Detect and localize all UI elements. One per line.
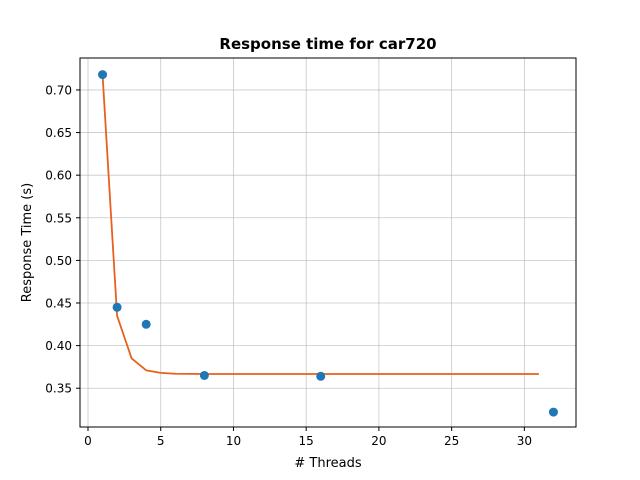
x-tick-label: 15 [299,434,314,448]
y-tick-label: 0.65 [45,126,72,140]
x-tick-label: 10 [226,434,241,448]
x-tick-label: 20 [371,434,386,448]
x-tick-label: 30 [517,434,532,448]
y-tick-label: 0.40 [45,339,72,353]
scatter-point [316,371,326,381]
chart-title: Response time for car720 [219,35,436,53]
x-tick-label: 5 [157,434,165,448]
y-tick-label: 0.55 [45,211,72,225]
y-axis-ticks: 0.35 0.40 0.45 0.50 0.55 0.60 0.65 0.70 [45,83,80,396]
x-tick-label: 25 [444,434,459,448]
y-tick-label: 0.35 [45,382,72,396]
plot-frame [79,57,577,428]
grid-lines [80,58,576,427]
scatter-series [98,70,558,417]
x-tick-label: 0 [84,434,92,448]
scatter-point [141,319,151,329]
scatter-point [98,70,108,80]
x-axis-label: # Threads [294,456,361,471]
scatter-point [548,407,558,417]
y-tick-label: 0.45 [45,297,72,311]
y-tick-label: 0.50 [45,254,72,268]
x-axis-ticks: 0 5 10 15 20 25 30 [84,427,532,448]
scatter-point [199,370,209,380]
scatter-point [112,302,122,312]
y-tick-label: 0.70 [45,83,72,97]
y-tick-label: 0.60 [45,169,72,183]
y-axis-label: Response Time (s) [20,183,35,302]
